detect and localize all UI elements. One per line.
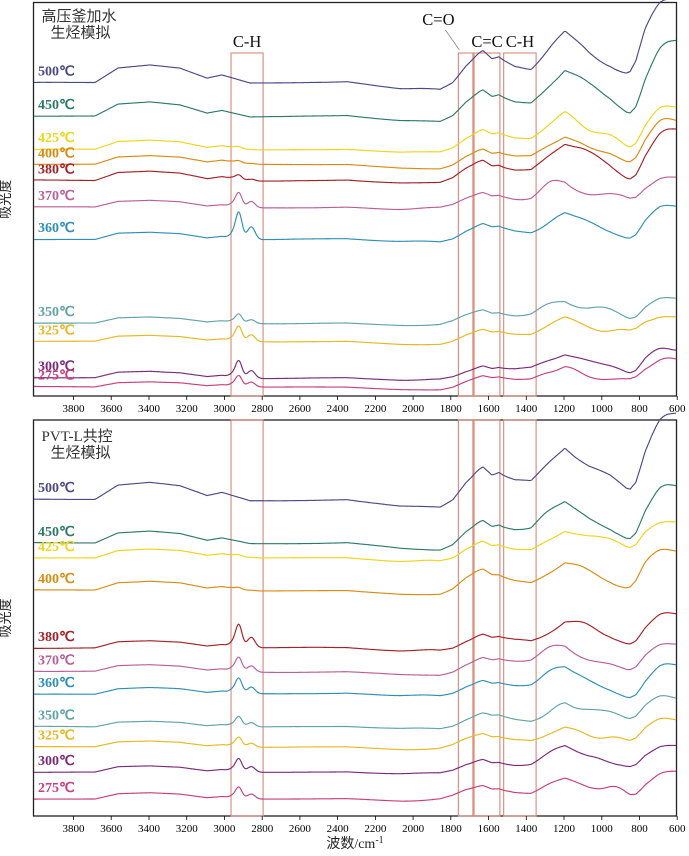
- svg-text:吸光度: 吸光度: [0, 598, 13, 637]
- svg-text:2000: 2000: [402, 823, 425, 835]
- svg-text:1800: 1800: [440, 823, 463, 835]
- svg-text:生烃模拟: 生烃模拟: [51, 25, 111, 42]
- svg-text:500℃: 500℃: [38, 64, 75, 79]
- svg-text:高压釜加水: 高压釜加水: [42, 8, 117, 25]
- svg-text:600: 600: [669, 823, 686, 835]
- svg-text:360℃: 360℃: [38, 676, 75, 691]
- svg-text:350℃: 350℃: [38, 709, 75, 724]
- svg-text:380℃: 380℃: [38, 630, 75, 645]
- svg-text:360℃: 360℃: [38, 221, 75, 236]
- svg-text:C-H: C-H: [233, 32, 262, 51]
- svg-text:2400: 2400: [327, 823, 350, 835]
- svg-text:450℃: 450℃: [38, 525, 75, 540]
- svg-text:1200: 1200: [553, 823, 576, 835]
- svg-text:1000: 1000: [591, 403, 614, 415]
- svg-text:C-H: C-H: [506, 32, 535, 51]
- svg-text:1400: 1400: [515, 403, 538, 415]
- svg-text:1000: 1000: [591, 823, 614, 835]
- svg-text:生烃模拟: 生烃模拟: [51, 445, 111, 462]
- svg-text:3400: 3400: [138, 823, 161, 835]
- svg-text:350℃: 350℃: [38, 305, 75, 320]
- svg-text:380℃: 380℃: [38, 162, 75, 177]
- svg-text:2200: 2200: [364, 823, 387, 835]
- svg-text:3600: 3600: [100, 403, 123, 415]
- svg-text:C=C: C=C: [471, 32, 502, 51]
- svg-text:2600: 2600: [289, 823, 312, 835]
- svg-text:800: 800: [631, 823, 648, 835]
- svg-text:2600: 2600: [289, 403, 312, 415]
- svg-text:2400: 2400: [327, 403, 350, 415]
- svg-text:800: 800: [631, 403, 648, 415]
- svg-text:2800: 2800: [251, 403, 274, 415]
- svg-text:500℃: 500℃: [38, 481, 75, 496]
- svg-text:425℃: 425℃: [38, 131, 75, 146]
- svg-text:2000: 2000: [402, 403, 425, 415]
- svg-text:2200: 2200: [364, 403, 387, 415]
- svg-text:325℃: 325℃: [38, 323, 75, 338]
- svg-text:370℃: 370℃: [38, 653, 75, 668]
- svg-text:300℃: 300℃: [38, 754, 75, 769]
- svg-text:325℃: 325℃: [38, 729, 75, 744]
- svg-text:275℃: 275℃: [38, 369, 75, 384]
- svg-text:425℃: 425℃: [38, 540, 75, 555]
- svg-text:1600: 1600: [478, 403, 501, 415]
- svg-text:400℃: 400℃: [38, 146, 75, 161]
- svg-text:C=O: C=O: [422, 10, 454, 29]
- svg-text:3000: 3000: [213, 823, 236, 835]
- svg-text:3400: 3400: [138, 403, 161, 415]
- svg-text:370℃: 370℃: [38, 189, 75, 204]
- svg-text:400℃: 400℃: [38, 572, 75, 587]
- svg-text:275℃: 275℃: [38, 781, 75, 796]
- svg-text:3800: 3800: [63, 823, 86, 835]
- svg-text:3000: 3000: [213, 403, 236, 415]
- svg-text:波数/cm-1: 波数/cm-1: [326, 835, 383, 852]
- svg-text:1600: 1600: [478, 823, 501, 835]
- svg-text:3200: 3200: [176, 823, 199, 835]
- svg-text:3600: 3600: [100, 823, 123, 835]
- svg-text:PVT-L共控: PVT-L共控: [42, 428, 113, 445]
- svg-text:450℃: 450℃: [38, 98, 75, 113]
- svg-text:2800: 2800: [251, 823, 274, 835]
- svg-text:3200: 3200: [176, 403, 199, 415]
- svg-text:1400: 1400: [515, 823, 538, 835]
- svg-text:3800: 3800: [63, 403, 86, 415]
- svg-text:1200: 1200: [553, 403, 576, 415]
- svg-text:吸光度: 吸光度: [0, 180, 13, 219]
- svg-text:1800: 1800: [440, 403, 463, 415]
